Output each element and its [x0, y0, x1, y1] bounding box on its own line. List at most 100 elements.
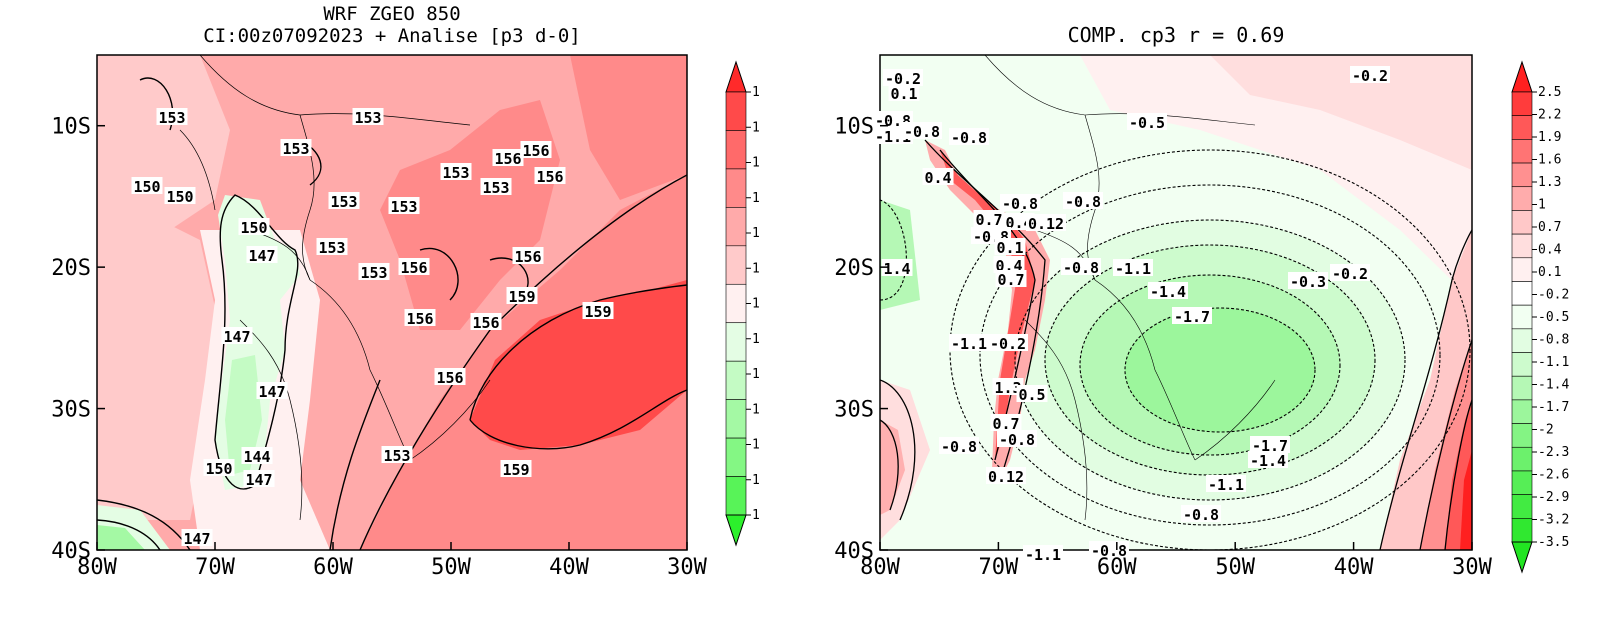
contour-label: 153: [383, 447, 410, 465]
contour-label-bg: [221, 327, 253, 344]
contour-label-bg: [582, 302, 614, 319]
contour-label-bg: [1023, 545, 1063, 562]
contour-label: 0.7: [992, 415, 1019, 433]
contour-label: 156: [514, 248, 541, 266]
contour-label-bg: [1248, 451, 1288, 468]
contour-label: 150: [205, 460, 232, 478]
colorbar-swatch: [1511, 233, 1533, 259]
y-tick-label: 10S: [51, 115, 91, 140]
contour-label: -0.2: [1332, 265, 1368, 283]
contour-label-bg: [1330, 264, 1370, 281]
colorbar-label: -0.5: [1538, 310, 1569, 325]
contour-label: -1.7: [1174, 308, 1210, 326]
contour-label: -0.8: [904, 123, 940, 141]
contour-label: 150: [240, 219, 267, 237]
colorbar-swatch: [725, 130, 747, 170]
contour-label-bg: [358, 263, 390, 280]
left-map-panel: WRF ZGEO 850 CI:00z07092023 + Analise [p…: [51, 3, 760, 580]
contour-label: 156: [400, 259, 427, 277]
contour-label: 153: [442, 164, 469, 182]
contour-label-bg: [986, 467, 1026, 484]
contour-label-bg: [1127, 113, 1167, 130]
contour-label-bg: [241, 447, 273, 464]
colorbar-label: -2.9: [1538, 490, 1569, 505]
contour-label-bg: [995, 270, 1027, 287]
contour-label: -0.5: [1129, 114, 1165, 132]
contour-label: 147: [223, 328, 250, 346]
contour-label-bg: [939, 437, 979, 454]
contour-label: 156: [472, 314, 499, 332]
contour-label-bg: [440, 163, 472, 180]
colorbar-label: 156: [752, 191, 760, 206]
colorbar-label: 138: [752, 402, 760, 417]
contour-label-bg: [949, 128, 989, 145]
contour-label-bg: [1061, 258, 1101, 275]
contour-label: -1.1: [1115, 260, 1151, 278]
contour-label: -1.1: [1208, 476, 1244, 494]
contour-label: -0.8: [1063, 259, 1099, 277]
colorbar-label: -0.8: [1538, 333, 1569, 348]
contour-label-bg: [1206, 475, 1246, 492]
colorbar-swatch: [725, 207, 747, 247]
contour-label-bg: [328, 192, 360, 209]
colorbar-swatch: [1511, 186, 1533, 211]
colorbar-swatch: [1511, 91, 1533, 116]
contour-label: -0.8: [1091, 542, 1127, 560]
contour-label-bg: [1026, 214, 1066, 231]
x-tick-label: 80W: [860, 555, 900, 580]
colorbar-swatch: [725, 360, 747, 400]
colorbar-top-arrow: [725, 60, 747, 93]
colorbar-swatch: [1511, 115, 1533, 140]
colorbar-swatch: [725, 322, 747, 362]
x-tick-label: 30W: [667, 555, 707, 580]
contour-label-bg: [992, 378, 1024, 395]
contour-label: 159: [502, 461, 529, 479]
left-map-frame: [96, 54, 688, 551]
contour-label: -0.8: [1002, 195, 1038, 213]
contour-label-bg: [993, 256, 1025, 273]
contour-label: -1.4: [1150, 283, 1186, 301]
contour-label-bg: [246, 246, 278, 263]
contour-label-bg: [949, 334, 989, 351]
y-tick-label: 30S: [51, 398, 91, 423]
contour-label-bg: [534, 167, 566, 184]
colorbar-label: -1.1: [1538, 355, 1569, 370]
colorbar-swatch: [725, 437, 747, 477]
right-x-axis: 80W 70W 60W 50W 40W 30W: [860, 542, 1493, 580]
contour-label-bg: [434, 368, 466, 385]
contour-label-bg: [1250, 436, 1290, 453]
contour-label: 153: [158, 109, 185, 127]
colorbar-swatch: [725, 245, 747, 285]
contour-label: 0.7: [997, 271, 1024, 289]
colorbar-label: 2.2: [1538, 108, 1561, 123]
contour-label: 150: [166, 188, 193, 206]
colorbar-swatch: [1511, 399, 1533, 424]
contour-label: 153: [330, 193, 357, 211]
x-tick-label: 70W: [195, 555, 235, 580]
colorbar-label: 1.9: [1538, 130, 1561, 145]
right-contour-labels: -0.20.1-0.8-1.1-0.8 -0.80.4-0.5-0.2-0.8 -0…: [873, 66, 1390, 564]
contour-label-bg: [1016, 385, 1048, 402]
contour-label-bg: [316, 238, 348, 255]
contour-label: -0.2: [885, 70, 921, 88]
contour-label: 150: [133, 178, 160, 196]
contour-label-bg: [506, 287, 538, 304]
left-x-axis: 80W 70W 60W 50W 40W 30W: [77, 542, 708, 580]
colorbar-swatch: [725, 91, 747, 131]
contour-label: 0.5: [1018, 386, 1045, 404]
colorbar-label: -1.7: [1538, 400, 1569, 415]
colorbar-label: 129: [752, 508, 760, 523]
contour-label-bg: [1113, 259, 1153, 276]
contour-label: 153: [390, 198, 417, 216]
contour-label: 0.12: [988, 468, 1024, 486]
colorbar-label: 165: [752, 85, 760, 100]
contour-label: 0.1: [890, 85, 917, 103]
y-tick-label: 40S: [834, 539, 874, 564]
contour-label: 153: [282, 140, 309, 158]
y-tick-label: 30S: [834, 398, 874, 423]
contour-label: -0.8: [1065, 193, 1101, 211]
colorbar-label: -2.6: [1538, 468, 1569, 483]
contour-label: 147: [245, 471, 272, 489]
contour-label: 159: [584, 303, 611, 321]
contour-label-bg: [164, 187, 196, 204]
